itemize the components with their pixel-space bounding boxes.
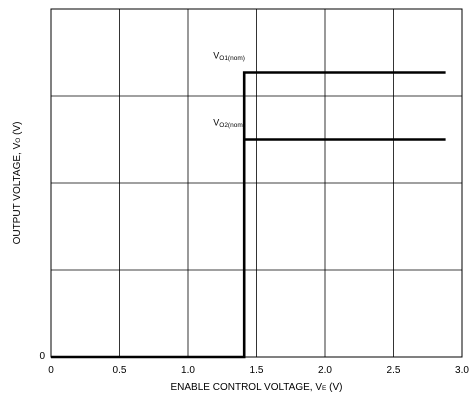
x-tick-labels: 0 0.5 1.0 1.5 2.0 2.5 3.0 xyxy=(48,365,469,376)
x-axis-label: ENABLE CONTROL VOLTAGE, VE (V) xyxy=(171,382,343,393)
y-axis-label-tail: (V) xyxy=(12,122,23,138)
plot-frame xyxy=(50,8,463,358)
x-tick-label: 1.0 xyxy=(181,365,195,376)
x-axis-label-main: ENABLE CONTROL VOLTAGE, V xyxy=(171,382,323,393)
annotation-label: VO1(nom) xyxy=(213,51,245,63)
series-line-1 xyxy=(51,71,446,359)
y-tick-label: 0 xyxy=(39,351,45,362)
x-tick-label: 2.5 xyxy=(387,365,401,376)
x-axis-label-tail: (V) xyxy=(326,382,342,393)
y-axis-label-sub: O xyxy=(15,138,22,143)
x-tick-label: 2.0 xyxy=(318,365,332,376)
x-axis-label-sub: E xyxy=(322,385,327,392)
annotations: VO1(nom) VO2(nom) xyxy=(213,51,245,129)
x-tick-label: 0 xyxy=(48,365,54,376)
series-layer xyxy=(51,71,446,359)
x-tick-label: 0.5 xyxy=(113,365,127,376)
x-tick-label: 3.0 xyxy=(455,365,469,376)
y-axis-label-main: OUTPUT VOLTAGE, V xyxy=(12,142,23,244)
y-axis-label: OUTPUT VOLTAGE, VO (V) xyxy=(12,122,23,245)
y-tick-labels: 0 xyxy=(39,351,45,362)
annotation-label: VO2(nom) xyxy=(213,118,245,130)
grid xyxy=(51,9,462,357)
x-tick-label: 1.5 xyxy=(250,365,264,376)
